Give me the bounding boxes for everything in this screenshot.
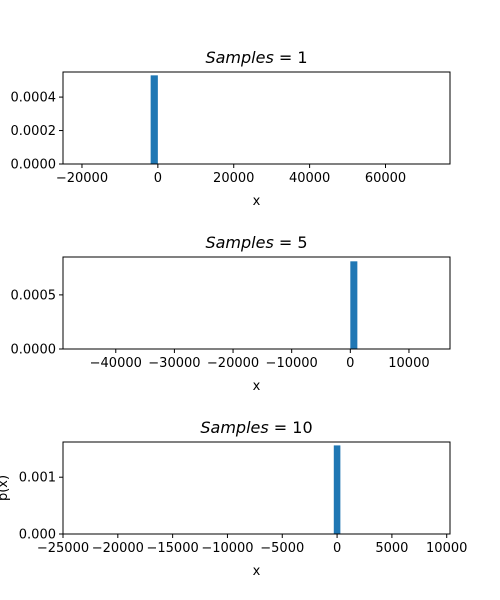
x-axis-label: x (253, 194, 261, 209)
subplot-1: −20000 0 20000 40000 60000 0.0000 0.0002 0.0004… (11, 48, 451, 209)
x-axis-label: x (253, 379, 261, 394)
subplot-2: −40000 −30000 −20000 −10000 0 10000 0.0000 0.00… (11, 233, 451, 394)
x-tick-label: 0 (346, 356, 354, 371)
subplot-title: Samples = 10 (200, 418, 312, 437)
x-tick-label: −20000 (92, 541, 144, 556)
x-tick-label: −10000 (201, 541, 253, 556)
y-tick-label: 0.0005 (11, 288, 57, 303)
y-axis-label: p(x) (0, 475, 11, 501)
x-tick-label: −15000 (147, 541, 199, 556)
x-tick-label: −5000 (260, 541, 304, 556)
x-tick-label: 10000 (426, 541, 467, 556)
y-tick-label: 0.0000 (11, 343, 57, 358)
x-tick-label: 0 (333, 541, 341, 556)
y-tick-label: 0.000 (19, 528, 56, 543)
x-tick-label: −10000 (266, 356, 318, 371)
x-tick-label: −20000 (56, 171, 108, 186)
y-tick-label: 0.0002 (11, 124, 57, 139)
x-tick-label: 10000 (388, 356, 429, 371)
x-axis-label: x (253, 564, 261, 579)
x-tick-label: −25000 (37, 541, 89, 556)
x-tick-label: −30000 (148, 356, 200, 371)
subplot-3: −25000 −20000 −15000 −10000 −5000 0 5000 10000 0… (0, 418, 467, 579)
x-tick-label: −20000 (207, 356, 259, 371)
histogram-bar (150, 75, 158, 164)
y-tick-label: 0.0004 (11, 91, 57, 106)
x-tick-label: 40000 (289, 171, 330, 186)
axes-frame (62, 256, 451, 350)
x-tick-label: 20000 (213, 171, 254, 186)
histogram-bar (350, 261, 358, 349)
axes-frame (62, 441, 451, 535)
subplot-title: Samples = 5 (205, 233, 307, 252)
histogram-bar (333, 445, 341, 534)
y-tick-label: 0.001 (19, 471, 56, 486)
x-tick-label: 0 (154, 171, 162, 186)
x-tick-label: −40000 (90, 356, 142, 371)
subplot-title: Samples = 1 (205, 48, 307, 67)
axes-frame (62, 71, 451, 165)
y-tick-label: 0.0000 (11, 158, 57, 173)
x-tick-label: 60000 (365, 171, 406, 186)
x-tick-label: 5000 (375, 541, 408, 556)
